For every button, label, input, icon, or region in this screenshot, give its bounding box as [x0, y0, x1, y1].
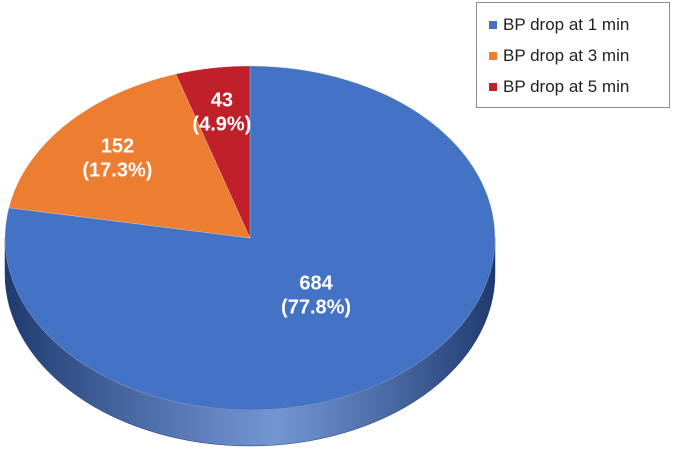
legend-item-3min: BP drop at 3 min [489, 40, 669, 71]
legend-item-1min: BP drop at 1 min [489, 9, 669, 40]
legend-label-3min: BP drop at 3 min [503, 45, 630, 65]
legend-swatch-3min [489, 51, 497, 60]
legend-label-5min: BP drop at 5 min [503, 76, 630, 96]
legend-swatch-1min [489, 20, 497, 29]
data-label-count-3min: 152 [101, 135, 134, 157]
legend-swatch-5min [489, 82, 497, 91]
data-label-count-1min: 684 [299, 272, 333, 294]
legend-item-5min: BP drop at 5 min [489, 71, 669, 102]
pie-slice-1min [4, 65, 496, 411]
legend: BP drop at 1 min BP drop at 3 min BP dro… [476, 2, 670, 108]
legend-label-1min: BP drop at 1 min [503, 14, 630, 34]
pie-slice-5min [175, 65, 251, 239]
data-label-percent-3min: (17.3%) [82, 159, 152, 181]
pie-slice-3min [8, 73, 251, 239]
data-label-percent-1min: (77.8%) [281, 296, 351, 318]
data-label-percent-5min: (4.9%) [192, 114, 251, 136]
data-label-count-5min: 43 [211, 90, 233, 112]
